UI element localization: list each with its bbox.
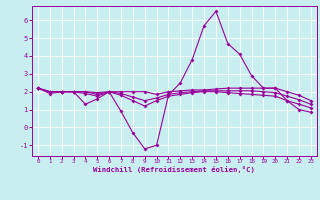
X-axis label: Windchill (Refroidissement éolien,°C): Windchill (Refroidissement éolien,°C) [93, 166, 255, 173]
